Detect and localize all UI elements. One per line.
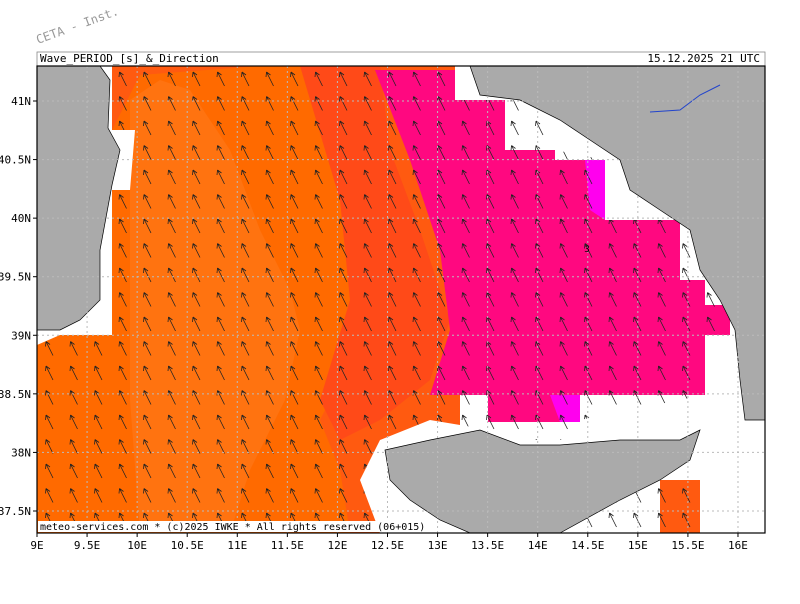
grid bbox=[37, 66, 765, 533]
lat-label: 39N bbox=[11, 329, 31, 342]
land-sicily bbox=[384, 429, 701, 533]
lon-label: 9E bbox=[30, 539, 43, 552]
footer-background bbox=[38, 521, 408, 532]
lon-label: 12E bbox=[327, 539, 347, 552]
lon-label: 14.5E bbox=[571, 539, 604, 552]
lon-label: 13E bbox=[428, 539, 448, 552]
lon-label: 16E bbox=[728, 539, 748, 552]
lon-label: 11E bbox=[227, 539, 247, 552]
watermark: CETA - Inst. bbox=[34, 4, 120, 47]
lat-label: 37.5N bbox=[0, 505, 31, 518]
map-area bbox=[37, 66, 765, 533]
map-frame bbox=[36, 65, 766, 534]
lon-label: 12.5E bbox=[371, 539, 404, 552]
map-title: Wave_PERIOD_[s]_&_Direction bbox=[40, 52, 219, 65]
land-sardinia bbox=[37, 66, 121, 331]
land-italy bbox=[469, 66, 765, 421]
lon-label: 10E bbox=[127, 539, 147, 552]
lat-label: 39.5N bbox=[0, 271, 31, 284]
lon-label: 13.5E bbox=[471, 539, 504, 552]
lat-label: 38.5N bbox=[0, 388, 31, 401]
lon-label: 10.5E bbox=[171, 539, 204, 552]
lon-label: 14E bbox=[528, 539, 548, 552]
footer: meteo-services.com * (c)2025 IWKE * All … bbox=[40, 522, 425, 533]
lat-label: 41N bbox=[11, 95, 31, 108]
lat-label: 38N bbox=[11, 446, 31, 459]
map-datetime: 15.12.2025 21 UTC bbox=[647, 52, 760, 65]
lon-label: 11.5E bbox=[271, 539, 304, 552]
lon-label: 9.5E bbox=[74, 539, 101, 552]
lat-label: 40N bbox=[11, 212, 31, 225]
river bbox=[649, 84, 721, 113]
lon-label: 15.5E bbox=[671, 539, 704, 552]
lat-label: 40.5N bbox=[0, 154, 31, 167]
lon-label: 15E bbox=[628, 539, 648, 552]
contour-label: 3 bbox=[584, 245, 589, 255]
